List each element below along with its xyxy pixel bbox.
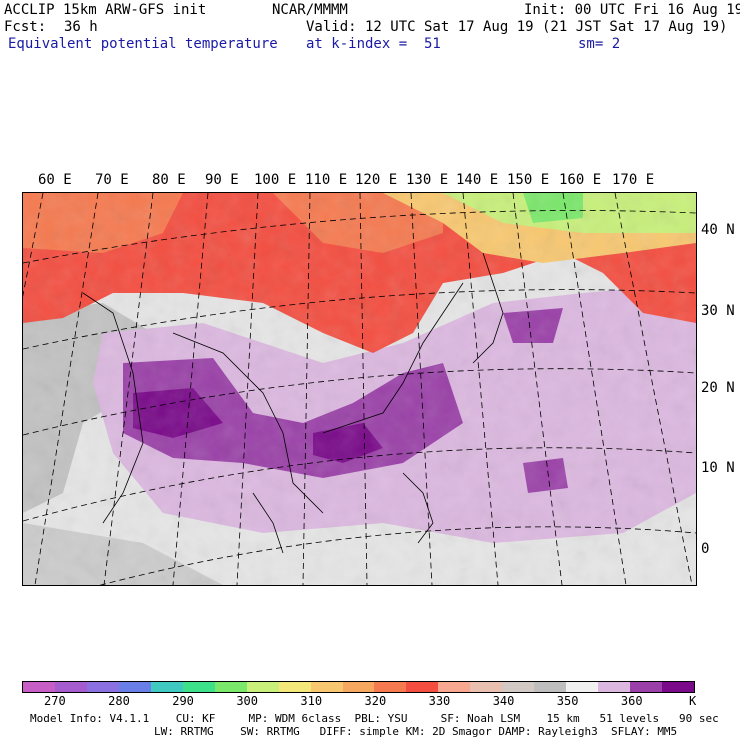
- colorbar-swatch-14: [470, 682, 503, 692]
- parallel-line: [99, 526, 696, 585]
- lon-label-3: 90 E: [205, 172, 239, 188]
- meridian-line: [512, 193, 563, 585]
- colorbar-swatch-6: [214, 682, 247, 692]
- lon-label-6: 120 E: [355, 172, 398, 188]
- lon-label-7: 130 E: [406, 172, 449, 188]
- parallel-line: [23, 289, 696, 350]
- meridian-line: [236, 193, 259, 585]
- colorbar-swatch-9: [310, 682, 343, 692]
- lon-label-9: 150 E: [507, 172, 550, 188]
- colorbar-tick-6: 330: [428, 694, 451, 708]
- parallel-line: [23, 210, 696, 264]
- fcst-value: 36 h: [64, 19, 98, 35]
- lat-label-3: 10 N: [701, 460, 735, 476]
- lat-label-2: 20 N: [701, 380, 735, 396]
- field-name: Equivalent potential temperature: [8, 36, 278, 52]
- colorbar-tick-1: 280: [108, 694, 130, 708]
- model-info-line1: Model Info: V4.1.1 CU: KF MP: WDM 6class…: [30, 712, 719, 725]
- colorbar-swatch-15: [502, 682, 535, 692]
- colorbar-tick-0: 270: [44, 694, 66, 708]
- meridian-line: [562, 193, 627, 585]
- colorbar-swatch-11: [374, 682, 407, 692]
- parallel-line: [23, 447, 696, 522]
- lat-label-0: 40 N: [701, 222, 735, 238]
- lon-label-8: 140 E: [456, 172, 499, 188]
- model-info-line2: LW: RRTMG SW: RRTMG DIFF: simple KM: 2D …: [154, 725, 678, 738]
- colorbar-tick-5: 320: [364, 694, 387, 708]
- colorbar-tick-2: 290: [172, 694, 194, 708]
- colorbar-swatch-3: [118, 682, 151, 692]
- meridian-line: [34, 193, 99, 585]
- lon-label-0: 60 E: [38, 172, 72, 188]
- model-title: ACCLIP 15km ARW-GFS init: [4, 2, 207, 18]
- texture-overlay: [23, 193, 696, 585]
- colorbar-swatch-5: [182, 682, 215, 692]
- parallel-line: [23, 368, 696, 436]
- init-time: Init: 00 UTC Fri 16 Aug 19: [524, 2, 740, 18]
- smooth-label: sm= 2: [578, 36, 621, 52]
- center-label: NCAR/MMMM: [272, 2, 348, 18]
- colorbar-tick-7: 340: [492, 694, 515, 708]
- level-label: at k-index = 51: [306, 36, 441, 52]
- colorbar-swatch-12: [406, 682, 439, 692]
- theta-e-map: [22, 192, 697, 586]
- meridian-line: [614, 193, 693, 585]
- meridian-line: [359, 193, 368, 585]
- colorbar-swatch-7: [246, 682, 279, 692]
- meridian-line: [462, 193, 499, 585]
- lon-label-4: 100 E: [254, 172, 297, 188]
- colorbar-swatch-16: [534, 682, 567, 692]
- lon-label-5: 110 E: [305, 172, 348, 188]
- colorbar: [22, 681, 695, 693]
- colorbar-swatch-10: [342, 682, 375, 692]
- colorbar-swatch-1: [54, 682, 87, 692]
- coastlines: [82, 252, 504, 554]
- lat-label-1: 30 N: [701, 303, 735, 319]
- meridian-line: [172, 193, 209, 585]
- colorbar-swatch-20: [662, 682, 695, 692]
- colorbar-swatch-4: [150, 682, 183, 692]
- colorbar-tick-8: 350: [556, 694, 579, 708]
- meridian-line: [103, 193, 154, 585]
- fcst-label: Fcst:: [4, 19, 47, 35]
- colorbar-tick-4: 310: [300, 694, 323, 708]
- lon-label-11: 170 E: [612, 172, 655, 188]
- colorbar-swatch-13: [438, 682, 471, 692]
- meridian-line: [302, 193, 311, 585]
- valid-time: Valid: 12 UTC Sat 17 Aug 19 (21 JST Sat …: [306, 19, 728, 35]
- colorbar-tick-9: 360: [620, 694, 643, 708]
- colorbar-swatch-17: [566, 682, 599, 692]
- lon-label-1: 70 E: [95, 172, 129, 188]
- colorbar-swatch-0: [23, 682, 55, 692]
- lat-label-4: 0: [701, 541, 710, 557]
- colorbar-swatch-18: [598, 682, 631, 692]
- colorbar-tick-3: 300: [236, 694, 259, 708]
- colorbar-swatch-2: [86, 682, 119, 692]
- lon-label-10: 160 E: [559, 172, 602, 188]
- colorbar-swatch-8: [278, 682, 311, 692]
- meridian-line: [410, 193, 433, 585]
- graticule: [23, 193, 696, 585]
- lon-label-2: 80 E: [152, 172, 186, 188]
- colorbar-unit: K: [689, 694, 697, 708]
- colorbar-swatch-19: [630, 682, 663, 692]
